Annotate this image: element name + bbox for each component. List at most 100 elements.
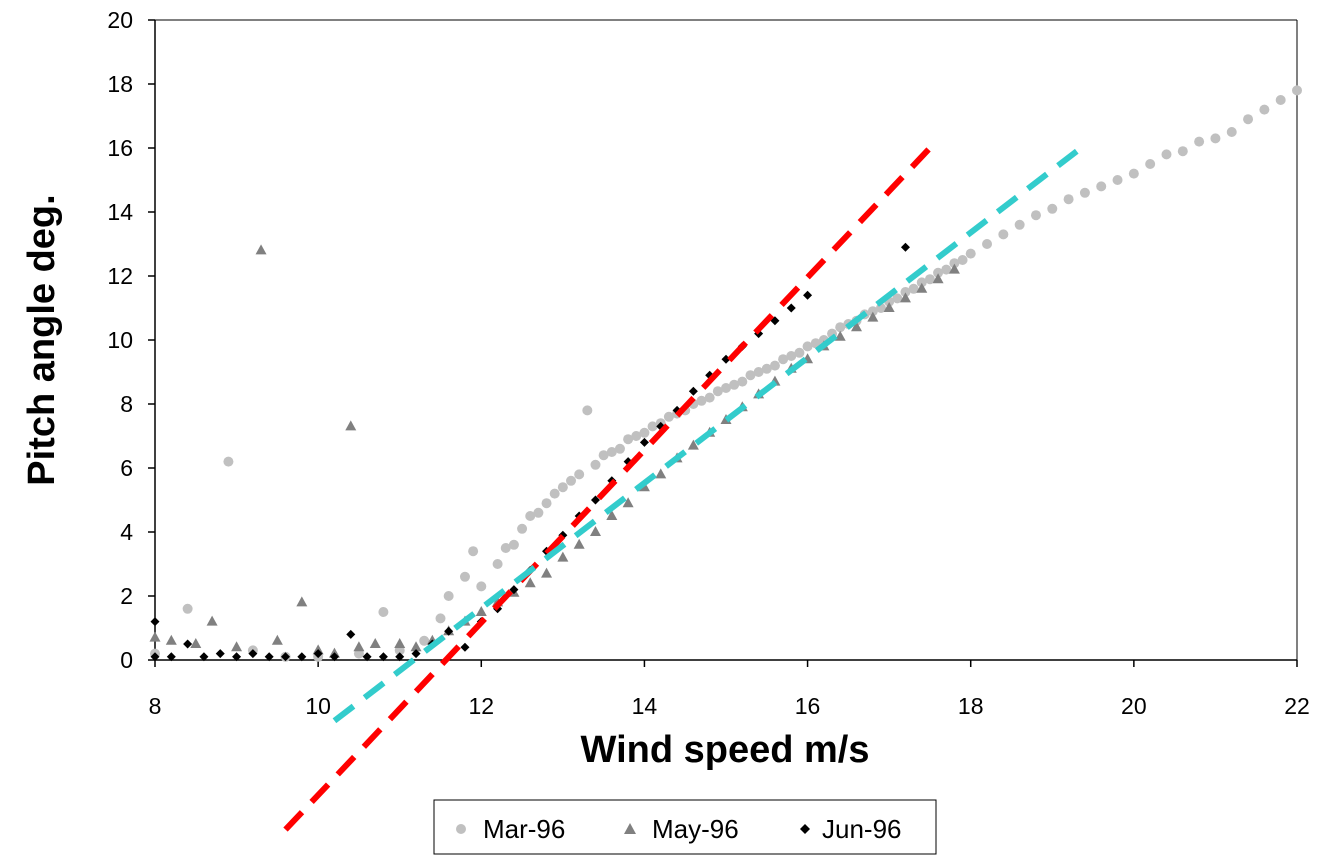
legend-marker-may-96 bbox=[624, 823, 636, 834]
data-point-mar-96 bbox=[1063, 194, 1074, 205]
data-point-mar-96 bbox=[704, 392, 715, 403]
data-point-may-96 bbox=[851, 321, 863, 332]
data-point-mar-96 bbox=[933, 267, 944, 278]
data-point-mar-96 bbox=[443, 591, 454, 601]
data-point-may-96 bbox=[883, 302, 895, 312]
y-tick-label: 20 bbox=[107, 7, 133, 33]
data-point-may-96 bbox=[541, 567, 553, 578]
data-point-mar-96 bbox=[745, 370, 756, 381]
data-point-jun-96 bbox=[900, 242, 910, 252]
data-point-mar-96 bbox=[590, 459, 601, 470]
trend-lines bbox=[283, 145, 1079, 832]
data-point-may-96 bbox=[394, 638, 406, 648]
x-tick-label: 20 bbox=[1121, 693, 1147, 719]
data-point-jun-96 bbox=[786, 303, 796, 313]
data-point-mar-96 bbox=[941, 264, 952, 275]
data-point-mar-96 bbox=[525, 511, 536, 521]
data-point-mar-96 bbox=[908, 283, 919, 294]
legend-label-mar-96: Mar-96 bbox=[483, 814, 565, 844]
legend-label-jun-96: Jun-96 bbox=[822, 814, 902, 844]
data-point-jun-96 bbox=[329, 652, 339, 662]
data-point-mar-96 bbox=[1030, 210, 1041, 221]
data-point-may-96 bbox=[475, 606, 487, 616]
data-point-may-96 bbox=[867, 311, 879, 322]
data-point-mar-96 bbox=[778, 354, 789, 365]
data-point-jun-96 bbox=[803, 290, 813, 300]
y-tick-label: 14 bbox=[107, 199, 133, 225]
data-point-may-96 bbox=[573, 538, 585, 549]
data-point-jun-96 bbox=[183, 639, 193, 649]
data-point-mar-96 bbox=[737, 376, 748, 387]
data-point-mar-96 bbox=[1275, 95, 1286, 105]
data-point-may-96 bbox=[271, 634, 283, 645]
data-point-mar-96 bbox=[1096, 181, 1107, 192]
legend-label-may-96: May-96 bbox=[652, 814, 739, 844]
plot-frame bbox=[154, 19, 1298, 661]
data-point-mar-96 bbox=[566, 475, 577, 486]
x-tick-label: 16 bbox=[795, 693, 821, 719]
data-point-mar-96 bbox=[508, 539, 519, 550]
y-tick-label: 8 bbox=[120, 391, 133, 417]
data-point-may-96 bbox=[206, 615, 218, 626]
data-point-may-96 bbox=[410, 641, 422, 652]
data-point-mar-96 bbox=[916, 277, 927, 288]
data-point-mar-96 bbox=[378, 607, 389, 617]
data-point-may-96 bbox=[231, 641, 243, 652]
data-point-mar-96 bbox=[541, 498, 552, 509]
data-point-mar-96 bbox=[1014, 219, 1025, 230]
data-point-may-96 bbox=[916, 282, 928, 293]
data-point-mar-96 bbox=[957, 255, 968, 265]
data-point-may-96 bbox=[149, 631, 161, 642]
data-point-mar-96 bbox=[631, 431, 642, 441]
data-point-jun-96 bbox=[248, 649, 258, 659]
data-point-mar-96 bbox=[982, 239, 993, 249]
data-point-may-96 bbox=[932, 273, 944, 284]
data-point-mar-96 bbox=[998, 229, 1009, 240]
data-point-mar-96 bbox=[1112, 175, 1123, 185]
x-axis-title: Wind speed m/s bbox=[581, 729, 870, 771]
data-point-jun-96 bbox=[688, 386, 698, 396]
data-point-mar-96 bbox=[614, 443, 625, 454]
data-point-may-96 bbox=[369, 638, 381, 648]
data-point-may-96 bbox=[655, 468, 667, 479]
data-points bbox=[149, 85, 1302, 662]
data-point-mar-96 bbox=[517, 523, 528, 534]
x-tick-label: 8 bbox=[149, 693, 162, 719]
y-axis-title: Pitch angle deg. bbox=[21, 194, 63, 485]
data-point-mar-96 bbox=[721, 383, 731, 393]
data-point-may-96 bbox=[622, 497, 634, 508]
data-point-mar-96 bbox=[867, 306, 878, 317]
data-point-mar-96 bbox=[924, 274, 935, 285]
y-tick-label: 0 bbox=[120, 647, 133, 673]
y-tick-label: 4 bbox=[120, 519, 133, 545]
data-point-may-96 bbox=[353, 641, 365, 652]
data-point-mar-96 bbox=[623, 434, 634, 445]
data-point-mar-96 bbox=[549, 488, 560, 499]
data-point-mar-96 bbox=[459, 571, 470, 582]
axis-ticks: 8 10 12 14 16 18 20 22 0 2 4 6 8 10 12 14 16 18 20 bbox=[107, 7, 1309, 719]
data-point-mar-96 bbox=[1226, 127, 1237, 137]
data-point-may-96 bbox=[345, 420, 357, 431]
data-point-mar-96 bbox=[712, 386, 723, 397]
data-point-mar-96 bbox=[500, 543, 511, 553]
data-point-mar-96 bbox=[574, 469, 585, 480]
data-point-mar-96 bbox=[769, 360, 780, 371]
data-point-mar-96 bbox=[949, 258, 960, 269]
y-tick-label: 6 bbox=[120, 455, 133, 481]
data-point-mar-96 bbox=[965, 248, 976, 259]
data-point-jun-96 bbox=[639, 437, 649, 447]
data-point-jun-96 bbox=[460, 642, 470, 652]
y-tick-label: 12 bbox=[107, 263, 133, 289]
trend-line-red bbox=[283, 145, 933, 832]
data-point-jun-96 bbox=[297, 652, 307, 662]
data-point-jun-96 bbox=[313, 649, 323, 659]
trend-line-cyan bbox=[332, 148, 1079, 724]
data-point-mar-96 bbox=[533, 507, 544, 518]
data-point-may-96 bbox=[190, 638, 202, 648]
data-point-mar-96 bbox=[435, 613, 446, 624]
data-point-jun-96 bbox=[590, 495, 600, 505]
data-point-mar-96 bbox=[223, 456, 234, 467]
data-point-jun-96 bbox=[346, 629, 356, 639]
data-point-mar-96 bbox=[1079, 187, 1090, 198]
data-point-mar-96 bbox=[1243, 114, 1254, 125]
